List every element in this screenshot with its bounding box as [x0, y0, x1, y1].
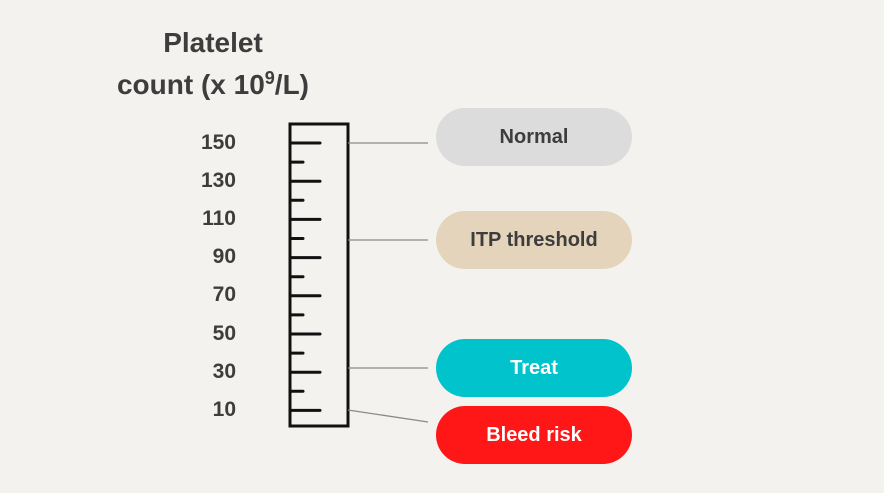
tick-label-10: 10: [212, 398, 236, 421]
zone-itp-threshold: ITP threshold: [436, 211, 632, 269]
ruler-outline: [288, 122, 350, 428]
zone-itp-threshold-label: ITP threshold: [470, 228, 598, 251]
zone-treat: Treat: [436, 339, 632, 397]
scale-title: Platelet count (x 109/L): [100, 22, 326, 106]
title-exponent: 9: [264, 68, 275, 88]
tick-label-30: 30: [212, 360, 236, 383]
tick-label-130: 130: [200, 169, 236, 192]
connector-bleed-risk: [347, 409, 429, 423]
tick-label-70: 70: [212, 283, 236, 306]
tick-label-110: 110: [202, 207, 236, 230]
tick-label-90: 90: [212, 245, 236, 268]
ruler-ticks: [288, 141, 322, 412]
zone-bleed-risk-label: Bleed risk: [486, 423, 582, 446]
title-line2-suffix: /L): [274, 69, 310, 100]
zone-normal-label: Normal: [499, 125, 569, 148]
tick-label-150: 150: [200, 131, 236, 154]
zone-normal: Normal: [436, 108, 632, 166]
title-line2-prefix: count (x 10: [116, 69, 265, 100]
zone-bleed-risk: Bleed risk: [436, 406, 632, 464]
title-line2: count (x 109/L): [100, 64, 326, 106]
zone-treat-label: Treat: [510, 356, 558, 379]
tick-label-50: 50: [212, 322, 236, 345]
title-line1: Platelet: [163, 27, 263, 58]
